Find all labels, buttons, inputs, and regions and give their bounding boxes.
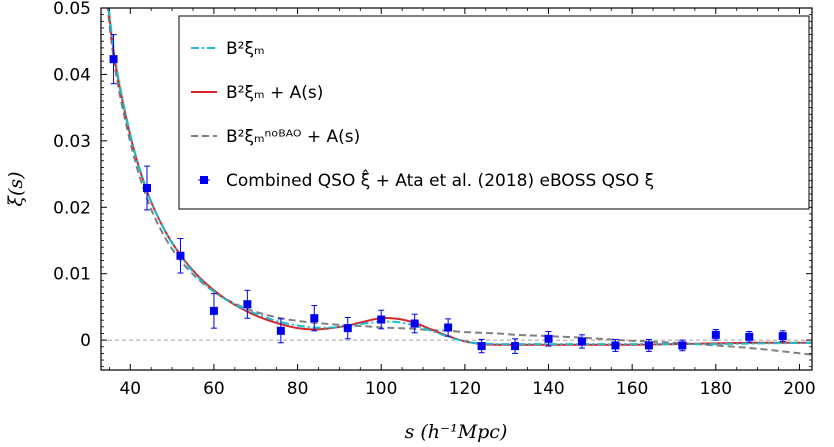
legend-box <box>178 15 810 210</box>
legend-entry-data: Combined QSO ξ̂ + Ata et al. (2018) eBOS… <box>198 168 654 191</box>
data-point <box>577 334 586 349</box>
x-tick-label: 100 <box>365 379 397 399</box>
data-point <box>611 338 620 352</box>
data-marker <box>711 330 720 339</box>
legend-label-bxi: B²ξₘ <box>226 39 265 59</box>
x-axis-label: s (h⁻¹Mpc) <box>405 421 508 443</box>
x-tick-label: 80 <box>287 379 309 399</box>
y-tick-label: 0.04 <box>53 65 91 85</box>
data-point <box>711 328 720 341</box>
data-marker <box>611 341 620 350</box>
data-marker <box>209 306 218 315</box>
x-tick-label: 120 <box>449 379 481 399</box>
data-marker <box>276 326 285 335</box>
data-point <box>410 313 419 334</box>
data-marker <box>511 342 520 351</box>
legend-label-nobao: B²ξₘⁿᵒᴮᴬᴼ + A(s) <box>226 127 360 147</box>
data-marker <box>143 184 152 193</box>
legend-swatch-marker <box>200 176 208 184</box>
x-tick-label: 140 <box>532 379 564 399</box>
data-marker <box>678 341 687 350</box>
legend-label-data: Combined QSO ξ̂ + Ata et al. (2018) eBOS… <box>226 168 654 191</box>
data-point <box>176 237 185 274</box>
data-marker <box>243 300 252 309</box>
data-marker <box>343 324 352 333</box>
data-point <box>276 318 285 344</box>
data-point <box>511 338 520 354</box>
data-point <box>310 305 319 332</box>
data-point <box>109 34 118 85</box>
x-tick-label: 60 <box>203 379 225 399</box>
data-marker <box>477 342 486 351</box>
data-point <box>644 338 653 352</box>
y-tick-label: 0 <box>80 331 91 351</box>
x-tick-label: 180 <box>700 379 732 399</box>
axis-ticks: 40 60 80 100 120 140 160 180 200 0 0.01 0.02 0.03 0.0… <box>53 0 816 399</box>
x-tick-label: 200 <box>783 379 815 399</box>
y-tick-label: 0.03 <box>53 132 91 152</box>
data-point <box>377 309 386 330</box>
legend-label-bxi-plus-a: B²ξₘ + A(s) <box>226 83 323 103</box>
data-point <box>477 338 486 354</box>
data-marker <box>109 55 118 64</box>
data-marker <box>310 314 319 323</box>
x-tick-label: 40 <box>119 379 141 399</box>
data-marker <box>444 323 453 332</box>
legend-entry-nobao: B²ξₘⁿᵒᴮᴬᴼ + A(s) <box>191 127 360 147</box>
data-point <box>745 330 754 343</box>
data-point <box>209 293 218 329</box>
legend-entry-bxi: B²ξₘ <box>191 39 265 59</box>
data-point <box>243 289 252 319</box>
data-marker <box>577 337 586 346</box>
data-marker <box>778 332 787 341</box>
data-point <box>544 330 553 347</box>
data-point <box>778 330 787 342</box>
plot-frame <box>100 7 813 371</box>
data-marker <box>410 319 419 328</box>
y-tick-label: 0.02 <box>53 198 91 218</box>
data-marker <box>377 315 386 324</box>
y-axis-label: ξ(s) <box>5 171 27 206</box>
legend-entry-bxi-plus-a: B²ξₘ + A(s) <box>191 83 323 103</box>
legend: B²ξₘ B²ξₘ + A(s) B²ξₘⁿᵒᴮᴬᴼ + A(s) Combin… <box>178 15 810 210</box>
data-marker <box>544 334 553 343</box>
data-point <box>343 317 352 340</box>
x-tick-label: 160 <box>616 379 648 399</box>
data-point <box>444 318 453 337</box>
data-marker <box>176 251 185 260</box>
y-tick-label: 0.01 <box>53 265 91 285</box>
data-point <box>678 339 687 352</box>
data-points <box>109 34 787 354</box>
y-tick-label: 0.05 <box>53 0 91 19</box>
data-marker <box>745 332 754 341</box>
data-marker <box>644 341 653 350</box>
data-point <box>143 165 152 211</box>
